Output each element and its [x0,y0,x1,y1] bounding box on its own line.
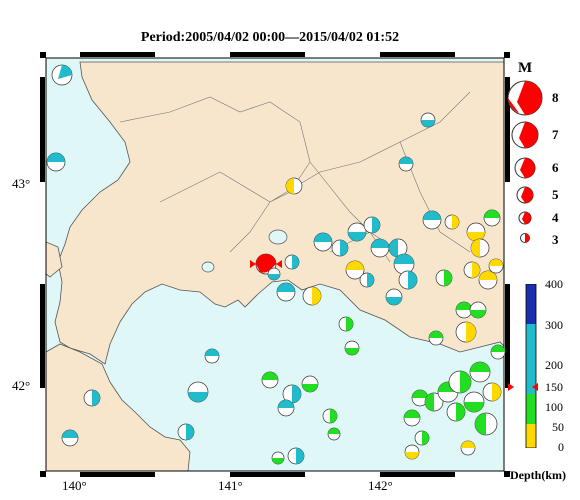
okushiri-island [46,241,63,278]
depth-colorbar [525,284,537,448]
depth-tick-150: 150 [545,380,563,394]
magnitude-label-8: 8 [552,90,559,105]
magnitude-label-7: 7 [552,127,559,142]
depth-tick-400: 400 [545,277,563,291]
magnitude-label-3: 3 [552,232,559,247]
hokkaido-land [54,61,504,365]
lat-label-43: 43° [12,176,31,191]
magnitude-label-5: 5 [552,187,559,202]
depth-tick-200: 200 [545,358,563,372]
magnitude-label-6: 6 [552,160,559,175]
lon-label-140: 140° [62,478,87,493]
depth-tick-300: 300 [545,318,563,332]
lake-shikotsu [268,229,288,245]
oshima-peninsula [46,343,191,471]
beachballs [46,64,506,465]
lon-label-141: 141° [218,478,243,493]
map-frame [45,57,505,472]
depth-tick-100: 100 [545,400,563,414]
focal-mechanism-map [40,52,510,477]
depth-tick-0: 0 [558,440,564,454]
lon-label-142: 142° [368,478,393,493]
depth-axis-label: Depth(km) [510,468,566,482]
depth-tick-50: 50 [552,420,564,434]
magnitude-legend [507,80,543,243]
magnitude-label-4: 4 [552,210,559,225]
lake-toya [201,261,215,273]
lat-label-42: 42° [12,378,31,393]
depth-indicator-arrows [508,383,538,391]
mainshock-marker [250,260,282,268]
magnitude-legend-heading: M [518,60,533,76]
frame-ticks [40,52,510,477]
map-title: Period:2005/04/02 00:00—2015/04/02 01:52 [140,30,400,45]
